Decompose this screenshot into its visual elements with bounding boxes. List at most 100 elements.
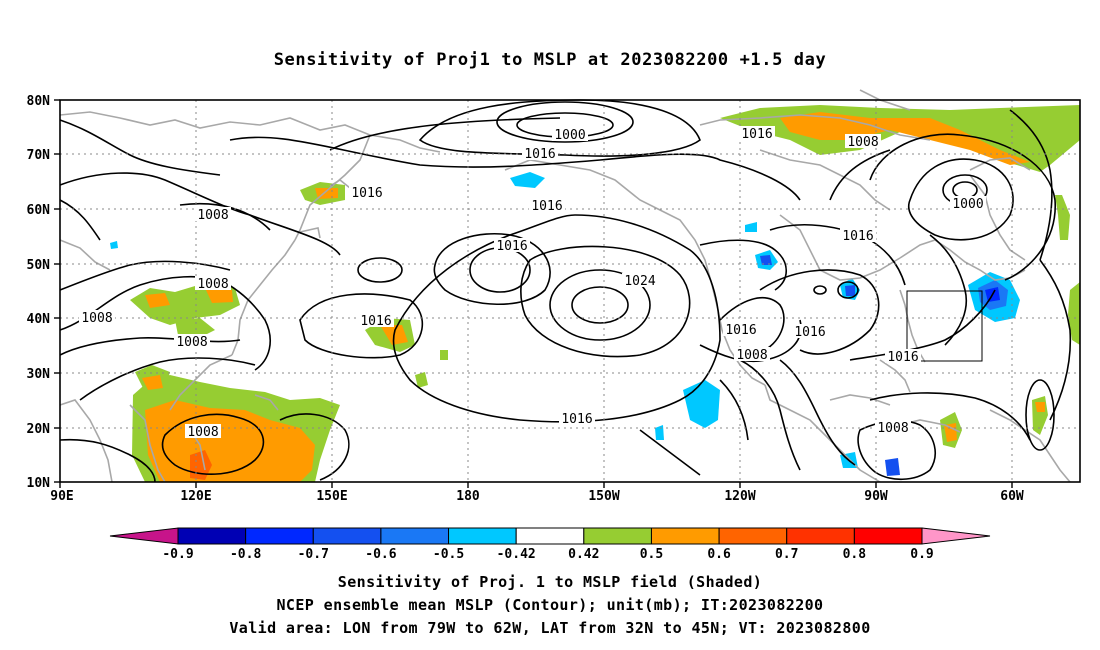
contour-label: 1016 [741, 127, 772, 142]
shade-green-cpac2 [415, 372, 428, 388]
shade-orange-china2 [205, 288, 233, 303]
shade-orange-carib2 [1035, 402, 1045, 412]
colorbar-swatch [312, 527, 382, 545]
shaded-sensitivity [110, 105, 1080, 482]
contour-label-bg [840, 228, 876, 242]
colorbar-labels: -0.9 -0.8 -0.7 -0.6 -0.5 -0.42 0.42 0.5 0.6 0.7 0.… [162, 547, 933, 562]
colorbar-label: -0.8 [230, 547, 261, 562]
colorbar-label: -0.5 [433, 547, 464, 562]
caption-line-3: Valid area: LON from 79W to 62W, LAT fro… [229, 619, 871, 637]
lon-label: 90E [50, 489, 73, 504]
colorbar [109, 527, 991, 545]
lon-label: 120E [180, 489, 211, 504]
contour-label: 1016 [360, 314, 391, 329]
lon-label: 150W [588, 489, 619, 504]
lat-label: 10N [27, 476, 51, 491]
contour-label-bg [845, 134, 881, 148]
contour-label: 1016 [887, 350, 918, 365]
contour-label-bg [885, 349, 921, 363]
contour-label: 1008 [877, 421, 908, 436]
shade-cyan-small1 [745, 222, 757, 232]
lon-label: 120W [724, 489, 755, 504]
lat-label: 70N [27, 148, 51, 163]
colorbar-high-extend [921, 527, 991, 545]
contour-label-bg [875, 420, 911, 434]
contour-label-bg [950, 196, 986, 210]
shade-blue-lab [845, 285, 855, 296]
longitude-labels: 90E 120E 150E 180 150W 120W 90W 60W [50, 489, 1024, 504]
contour-label: 1008 [197, 208, 228, 223]
shade-orange-arctic [780, 112, 1030, 165]
lon-label: 60W [1000, 489, 1024, 504]
contour-label: 1008 [187, 425, 218, 440]
shade-orange-china [145, 293, 170, 308]
colorbar-label: -0.6 [365, 547, 396, 562]
colorbar-swatch [380, 527, 450, 545]
lat-label: 50N [27, 258, 51, 273]
contour-label-bg [529, 198, 565, 212]
contour-label: 1016 [794, 325, 825, 340]
contour-label-bg [79, 310, 115, 324]
colorbar-label: 0.8 [843, 547, 867, 562]
contour-label: 1024 [624, 274, 655, 289]
contour-label-bg [185, 424, 221, 438]
colorbar-swatch [853, 527, 923, 545]
contour-label: 1000 [952, 197, 983, 212]
contour-label-bg [195, 276, 231, 290]
colorbar-swatch [718, 527, 788, 545]
shade-blue-hudson [760, 255, 772, 265]
shade-cyan-small4 [110, 241, 118, 249]
contour-1024-high [549, 269, 651, 341]
contour-label-bg [358, 313, 394, 327]
contour-label-bg [723, 322, 759, 336]
contour-label: 1016 [351, 186, 382, 201]
shade-green-east2 [1068, 282, 1080, 345]
contour-label-bg [522, 146, 558, 160]
contour-label: 1016 [842, 229, 873, 244]
contour-label: 1008 [847, 135, 878, 150]
contour-label: 1016 [524, 147, 555, 162]
colorbar-swatch [448, 527, 517, 545]
lon-label: 150E [316, 489, 347, 504]
graticule [60, 100, 1080, 482]
shade-orange-carib [944, 423, 957, 442]
lat-label: 40N [27, 312, 51, 327]
shade-green-east [1055, 195, 1070, 240]
contour-label-bg [792, 324, 828, 338]
coastlines [59, 89, 1071, 483]
caption-line-2: NCEP ensemble mean MSLP (Contour); unit(… [276, 596, 824, 614]
valid-area-box [906, 290, 983, 362]
lat-label: 20N [27, 422, 51, 437]
colorbar-swatch [245, 527, 314, 545]
shade-blue-small3 [885, 458, 900, 476]
contour-labels: 1000 1016 1016 1016 1008 1008 1016 1000 1016 1016… [79, 126, 986, 440]
contour-label: 1008 [736, 348, 767, 363]
contour-label: 1008 [176, 335, 207, 350]
contour-label: 1016 [561, 412, 592, 427]
map-title: Sensitivity of Proj1 to MSLP at 20230822… [273, 50, 827, 70]
contour-label-bg [174, 334, 210, 348]
colorbar-label: 0.6 [707, 547, 731, 562]
colorbar-low-extend [109, 527, 179, 545]
contour-label: 1000 [554, 128, 585, 143]
contour-label-bg [552, 127, 588, 141]
lon-label: 90W [864, 489, 888, 504]
latitude-labels: 80N 70N 60N 50N 40N 30N 20N 10N [27, 94, 51, 491]
contour-label-bg [622, 273, 658, 287]
contour-label: 1016 [531, 199, 562, 214]
colorbar-label: -0.7 [298, 547, 329, 562]
contour-label-bg [494, 238, 530, 252]
contour-label-bg [559, 411, 595, 425]
contour-1000-arctic [496, 101, 634, 143]
colorbar-swatch [583, 527, 652, 545]
contour-label: 1016 [496, 239, 527, 254]
contour-label-bg [734, 347, 770, 361]
colorbar-label: 0.5 [640, 547, 663, 562]
contour-label: 1016 [725, 323, 756, 338]
lat-label: 80N [27, 94, 51, 109]
lon-label: 180 [456, 489, 480, 504]
contour-label: 1008 [197, 277, 228, 292]
axis-ticks [54, 99, 1013, 488]
lat-label: 60N [27, 203, 51, 218]
